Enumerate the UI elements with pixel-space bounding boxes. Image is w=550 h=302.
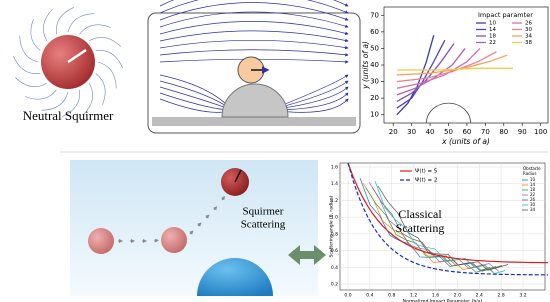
x-axis-label: Normalized Impact Parameter (b/a) bbox=[403, 299, 483, 302]
legend-label: 18 bbox=[489, 34, 496, 40]
x-tick-label: 2.0 bbox=[454, 293, 461, 299]
panel-label: Squirmer bbox=[243, 206, 284, 218]
legend-label: 26 bbox=[525, 21, 532, 27]
y-tick-label: 60 bbox=[370, 28, 379, 36]
squirmer-2 bbox=[161, 227, 187, 253]
x-axis-label: x (units of a) bbox=[441, 137, 490, 146]
figure: Neutral Squirmer 20 30 40 50 60 70 80 90 100 10 20… bbox=[0, 0, 550, 302]
y-tick-label: 40 bbox=[370, 61, 379, 69]
field-line bbox=[56, 7, 74, 34]
x-tick-label: 60 bbox=[462, 128, 471, 136]
legend-label: 10 bbox=[489, 21, 496, 27]
field-line bbox=[13, 56, 40, 74]
squirmer-label: Neutral Squirmer bbox=[23, 108, 114, 123]
field-line bbox=[43, 9, 52, 41]
y-tick-label: 50 bbox=[370, 44, 379, 52]
legend-label: 34 bbox=[525, 34, 532, 40]
panel-label: Scattering bbox=[396, 221, 445, 235]
field-line bbox=[15, 77, 47, 86]
legend-label: Ψ(t) = 2 bbox=[415, 178, 437, 184]
legend-title: Radius bbox=[523, 171, 536, 176]
field-line bbox=[68, 14, 94, 32]
field-line bbox=[96, 73, 105, 104]
y-axis-label: y (units of a) bbox=[361, 41, 370, 90]
x-tick-label: 100 bbox=[534, 128, 547, 136]
wall bbox=[152, 117, 356, 126]
x-tick-label: 40 bbox=[426, 128, 435, 136]
y-axis-label: Scattering angle (θ, radian) bbox=[329, 195, 335, 257]
x-tick-label: 20 bbox=[389, 128, 398, 136]
legend-label: 34 bbox=[530, 207, 536, 212]
field-line bbox=[31, 19, 40, 50]
plot-area bbox=[384, 7, 548, 123]
y-tick-label: 0.4 bbox=[331, 265, 338, 271]
field-line bbox=[20, 36, 38, 62]
field-line bbox=[89, 37, 121, 46]
x-tick-label: 80 bbox=[499, 128, 508, 136]
panel-label: Scattering bbox=[241, 219, 286, 231]
y-tick-label: 0.2 bbox=[331, 282, 338, 288]
x-tick-label: 1.2 bbox=[410, 293, 417, 299]
field-line bbox=[96, 50, 123, 68]
field-line bbox=[79, 25, 110, 34]
legend-title: Impact paramter bbox=[478, 11, 533, 19]
x-tick-label: 30 bbox=[407, 128, 416, 136]
legend-label: Ψ(t) = 5 bbox=[415, 169, 438, 175]
y-tick-label: 20 bbox=[370, 94, 379, 102]
legend-label: 38 bbox=[525, 40, 532, 46]
legend-label: 30 bbox=[525, 27, 532, 33]
x-tick-label: 1.6 bbox=[432, 293, 439, 299]
y-tick-label: 10 bbox=[370, 111, 379, 119]
x-tick-label: 2.4 bbox=[476, 293, 483, 299]
y-tick-label: 30 bbox=[370, 78, 379, 86]
legend-label: 22 bbox=[489, 40, 496, 46]
y-tick-label: 70 bbox=[370, 11, 379, 19]
page: {"labels": { "squirmer": "Neutral Squirm… bbox=[0, 0, 550, 302]
field-line bbox=[98, 62, 116, 88]
x-tick-label: 0.8 bbox=[388, 293, 395, 299]
squirmer-1 bbox=[88, 228, 114, 254]
x-tick-label: 3.2 bbox=[519, 293, 526, 299]
x-tick-label: 90 bbox=[518, 128, 527, 136]
y-tick-label: 1.6 bbox=[331, 165, 338, 171]
y-tick-label: 1.4 bbox=[331, 181, 338, 187]
panel-label: Classical bbox=[398, 207, 442, 221]
x-tick-label: 0.4 bbox=[366, 293, 373, 299]
x-tick-label: 50 bbox=[444, 128, 453, 136]
legend-label: 14 bbox=[489, 27, 496, 33]
x-tick-label: 0.0 bbox=[344, 293, 351, 299]
field-line bbox=[25, 90, 56, 99]
x-tick-label: 2.8 bbox=[498, 293, 505, 299]
x-tick-label: 70 bbox=[481, 128, 490, 136]
